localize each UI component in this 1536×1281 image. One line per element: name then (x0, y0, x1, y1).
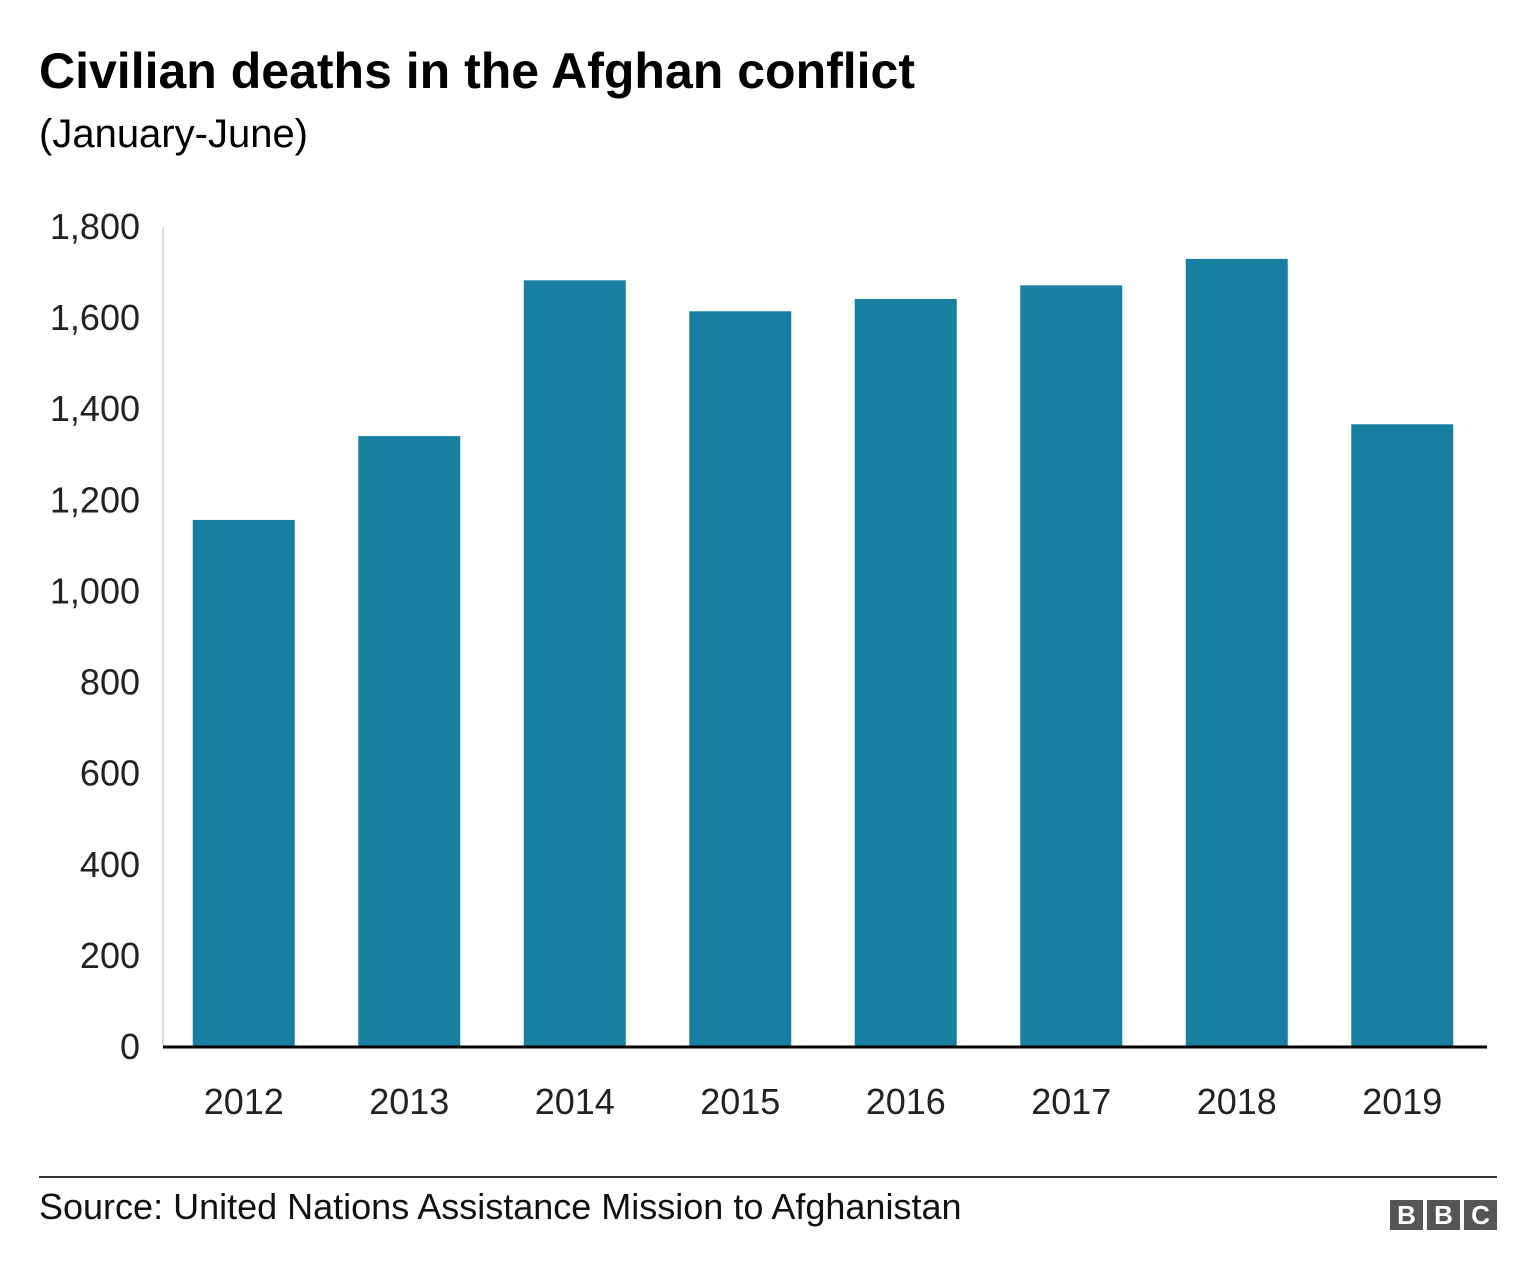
x-tick-label: 2017 (1031, 1081, 1111, 1122)
chart-title: Civilian deaths in the Afghan conflict (39, 43, 916, 99)
bar-2016 (854, 298, 957, 1047)
y-tick-label: 0 (120, 1026, 140, 1067)
bar-2015 (689, 311, 792, 1047)
source-note: Source: United Nations Assistance Missio… (39, 1186, 962, 1227)
y-tick-label: 1,800 (50, 206, 140, 247)
y-tick-label: 1,600 (50, 297, 140, 338)
bar-2017 (1020, 285, 1123, 1047)
x-tick-label: 2018 (1197, 1081, 1277, 1122)
chart-subtitle: (January-June) (39, 112, 309, 156)
bar-2013 (358, 436, 461, 1048)
bar-2018 (1185, 258, 1288, 1047)
y-tick-label: 200 (80, 935, 140, 976)
y-tick-label: 800 (80, 662, 140, 703)
x-tick-label: 2013 (369, 1081, 449, 1122)
bar-2019 (1351, 424, 1454, 1047)
x-tick-label: 2015 (700, 1081, 780, 1122)
y-tick-label: 600 (80, 753, 140, 794)
bar-2014 (523, 280, 626, 1047)
x-tick-label: 2016 (866, 1081, 946, 1122)
x-tick-label: 2019 (1362, 1081, 1442, 1122)
y-tick-label: 400 (80, 844, 140, 885)
footer-divider (39, 1176, 1497, 1178)
y-tick-label: 1,200 (50, 479, 140, 520)
x-tick-label: 2014 (535, 1081, 615, 1122)
y-tick-label: 1,000 (50, 570, 140, 611)
y-tick-label: 1,400 (50, 388, 140, 429)
bar-2012 (192, 519, 295, 1047)
x-tick-label: 2012 (204, 1081, 284, 1122)
